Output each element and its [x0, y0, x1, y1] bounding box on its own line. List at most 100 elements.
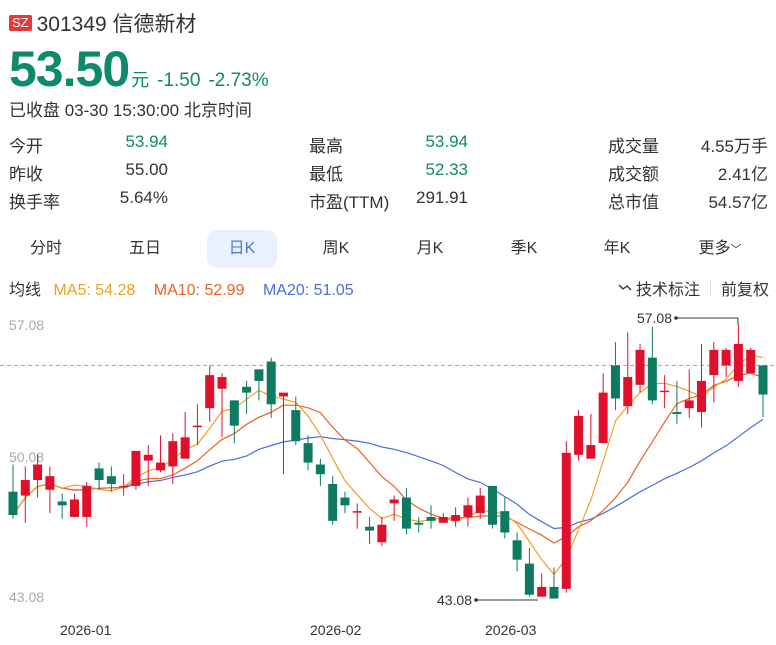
candle-body	[45, 476, 55, 490]
adjust-button[interactable]: 前复权	[720, 282, 769, 299]
candle-body	[328, 483, 338, 521]
candle-body	[635, 349, 645, 385]
candle-body	[82, 485, 92, 517]
candle-body	[33, 464, 43, 481]
candle-body	[143, 454, 153, 461]
stat-value: 55.00	[125, 160, 168, 179]
tab-label: 周K	[322, 240, 350, 257]
min-annotation-label: 43.08	[437, 592, 472, 608]
candle-body	[721, 349, 731, 366]
ma5-value: MA5: 54.28	[53, 282, 136, 299]
tab-7[interactable]: 更多﹀	[690, 230, 750, 268]
stock-title: 301349 信德新材	[36, 13, 197, 36]
stat-label: 总市值	[608, 193, 659, 212]
candle-body	[180, 437, 190, 459]
x-axis-label-feb: 2026-02	[310, 622, 362, 638]
price-row: 53.50 元 -1.50 -2.73%	[9, 40, 269, 98]
candle-body	[500, 511, 510, 533]
min-annotation-dot	[474, 598, 478, 602]
candle-body	[746, 349, 756, 374]
candle-body	[684, 400, 694, 409]
ma-legend: 均线 MA5: 54.28 MA10: 52.99 MA20: 51.05 技术…	[9, 276, 769, 300]
stat-value: 4.55万手	[700, 137, 768, 156]
candle-body	[537, 586, 547, 597]
tab-0[interactable]: 分时	[16, 230, 76, 268]
candle-body	[340, 497, 350, 506]
candle-body	[192, 425, 202, 428]
candle-body	[586, 445, 596, 459]
stat-label: 成交额	[608, 165, 659, 184]
candle-body	[672, 412, 682, 414]
candle-body	[401, 497, 411, 529]
ma20-value: MA20: 51.05	[262, 282, 354, 299]
candle-body	[365, 526, 375, 531]
candle-body	[20, 480, 30, 496]
candle-body	[524, 563, 534, 595]
tab-6[interactable]: 年K	[587, 230, 647, 268]
candle-body	[598, 392, 608, 444]
candle-body	[254, 369, 264, 381]
stat-value: 53.94	[425, 132, 468, 151]
max-annotation-dot	[674, 316, 678, 320]
price-change: -1.50	[157, 70, 201, 91]
chart-tools: 技术标注 前复权	[618, 276, 769, 300]
stat-label: 市盈(TTM)	[309, 193, 390, 212]
stat-value: 291.91	[416, 188, 468, 207]
candle-body	[57, 501, 67, 506]
tab-label: 日K	[228, 240, 256, 257]
tech-annotation-label: 技术标注	[635, 282, 700, 299]
candle-body	[451, 515, 461, 521]
candle-body	[758, 365, 768, 395]
x-axis-label-jan: 2026-01	[60, 622, 112, 638]
tab-2[interactable]: 日K	[207, 230, 277, 268]
stat-label: 换手率	[9, 193, 60, 212]
tab-label: 更多	[698, 240, 731, 257]
candle-body	[377, 524, 387, 543]
candle-body	[463, 505, 473, 517]
candle-body	[8, 491, 18, 516]
stat-label: 成交量	[608, 137, 659, 156]
candle-body	[488, 485, 498, 525]
candle-body	[119, 485, 129, 488]
candle-body	[389, 499, 399, 504]
tab-3[interactable]: 周K	[306, 230, 366, 268]
candle-body	[414, 522, 424, 525]
current-price: 53.50	[9, 41, 130, 97]
candle-body	[549, 586, 559, 599]
tab-label: 分时	[29, 240, 62, 257]
candle-body	[217, 377, 227, 389]
candle-body	[709, 349, 719, 376]
stat-label: 最低	[309, 165, 343, 184]
stat-label: 昨收	[9, 165, 43, 184]
x-axis-label-mar: 2026-03	[485, 622, 537, 638]
divider	[709, 280, 711, 296]
candle-body	[266, 361, 276, 405]
candle-body	[278, 392, 288, 397]
price-change-pct: -2.73%	[208, 70, 269, 91]
stat-value: 5.64%	[119, 188, 168, 207]
ma-label: 均线	[9, 282, 42, 299]
y-axis-max: 57.08	[9, 317, 45, 333]
stat-value: 53.94	[125, 132, 168, 151]
candle-body	[512, 540, 522, 560]
tab-label: 月K	[416, 240, 444, 257]
stock-header: SZ 301349 信德新材	[9, 8, 197, 38]
candle-body	[647, 357, 657, 401]
stat-value: 54.57亿	[708, 193, 768, 212]
period-tabs: 分时 五日 日K 周K 月K 季K 年K 更多﹀	[0, 230, 776, 268]
tab-1[interactable]: 五日	[115, 230, 175, 268]
tab-5[interactable]: 季K	[494, 230, 554, 268]
stat-value: 2.41亿	[717, 165, 768, 184]
tab-4[interactable]: 月K	[400, 230, 460, 268]
candle-body	[697, 380, 707, 413]
candle-body	[315, 464, 325, 475]
tab-label: 季K	[510, 240, 538, 257]
stat-label: 最高	[309, 137, 343, 156]
chevron-down-icon: ﹀	[730, 244, 742, 256]
candle-body	[229, 400, 239, 426]
tech-annotation-button[interactable]: 技术标注	[618, 276, 700, 300]
candle-body	[156, 462, 166, 471]
candle-body	[131, 450, 141, 486]
kline-chart[interactable]: 57.08 43.08	[0, 305, 776, 615]
max-annotation-label: 57.08	[637, 310, 672, 326]
